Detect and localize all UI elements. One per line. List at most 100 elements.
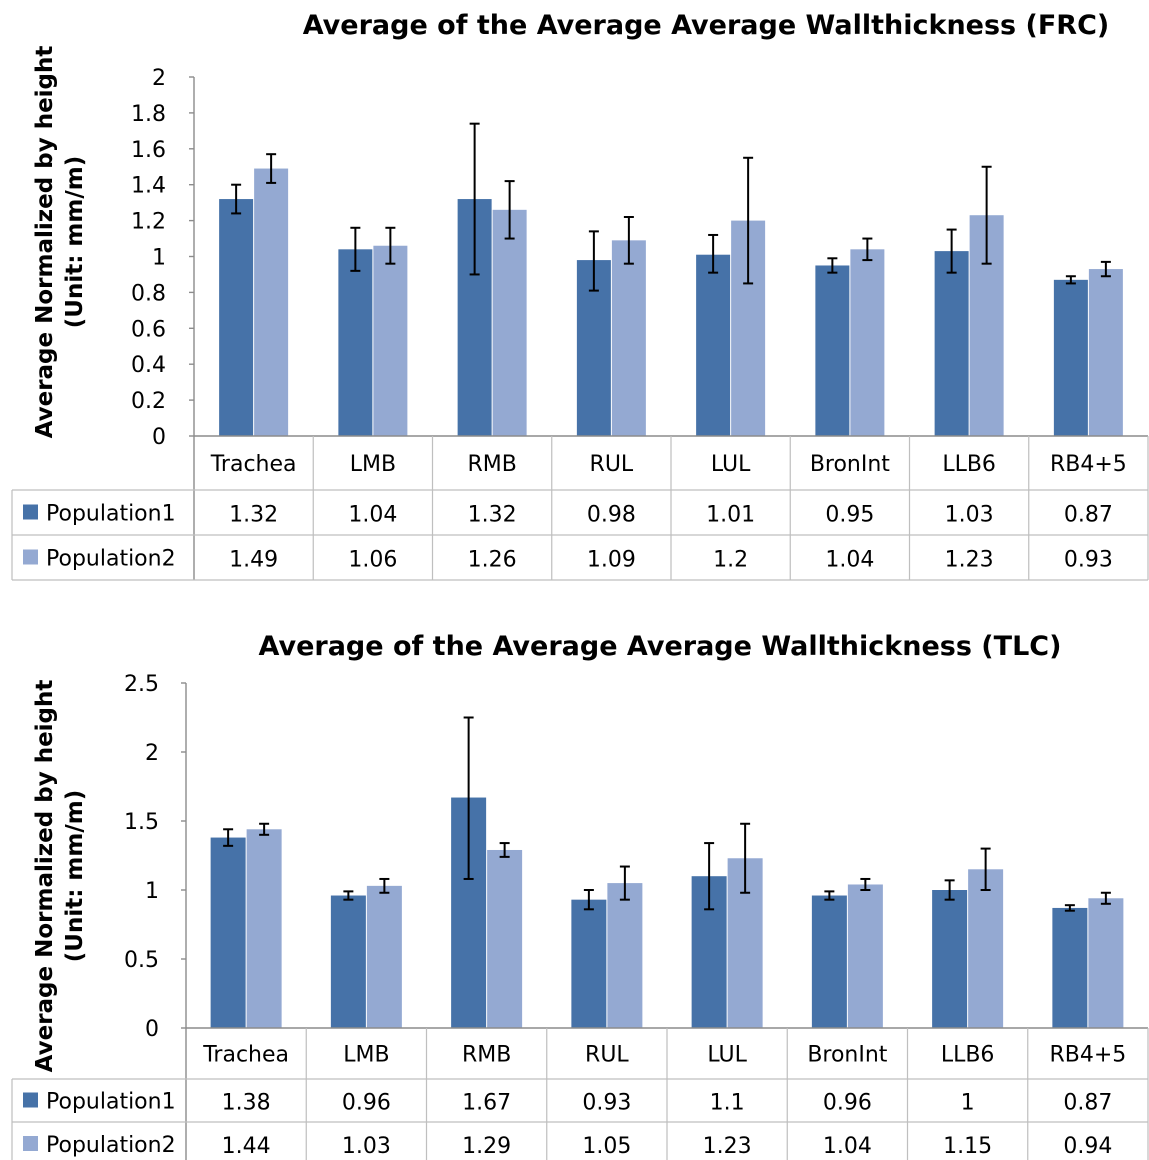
table-value: 1 bbox=[961, 1091, 975, 1116]
chart-title: Average of the Average Average Wallthick… bbox=[303, 10, 1110, 41]
y-tick-label: 1.4 bbox=[131, 174, 166, 199]
x-category-label: BronInt bbox=[807, 1043, 887, 1068]
table-value: 1.01 bbox=[706, 503, 755, 528]
y-axis-label-unit: (Unit: mm/m) bbox=[62, 790, 88, 962]
table-value: 1.32 bbox=[468, 503, 517, 528]
y-axis-label: Average Normalized by height bbox=[32, 680, 58, 1073]
bar-population1-trachea bbox=[219, 199, 254, 436]
legend-label: Population2 bbox=[46, 1133, 176, 1158]
x-category-label: RMB bbox=[462, 1043, 511, 1068]
bar-population1-lmb bbox=[330, 895, 366, 1028]
chart-title: Average of the Average Average Wallthick… bbox=[259, 631, 1062, 662]
x-category-label: BronInt bbox=[810, 452, 890, 477]
legend-swatch-population2 bbox=[23, 549, 38, 565]
x-category-label: RUL bbox=[590, 452, 634, 477]
legend-swatch-population1 bbox=[23, 504, 38, 520]
table-value: 0.95 bbox=[825, 503, 874, 528]
bar-population2-trachea bbox=[246, 829, 282, 1028]
x-category-label: LLB6 bbox=[941, 1043, 995, 1068]
legend-swatch-population2 bbox=[23, 1136, 38, 1151]
table-value: 1.1 bbox=[710, 1091, 745, 1116]
table-value: 0.96 bbox=[823, 1091, 872, 1116]
x-category-label: LLB6 bbox=[942, 452, 996, 477]
table-value: 0.87 bbox=[1064, 503, 1113, 528]
x-category-label: LMB bbox=[350, 452, 396, 477]
y-tick-label: 1 bbox=[152, 246, 166, 271]
table-value: 1.23 bbox=[945, 548, 994, 573]
table-value: 1.2 bbox=[713, 548, 748, 573]
bar-population2-rul bbox=[611, 240, 646, 436]
bar-population1-llb6 bbox=[934, 251, 969, 436]
table-value: 1.09 bbox=[587, 548, 636, 573]
bar-population1-bronint bbox=[815, 265, 850, 436]
bar-population2-rb45 bbox=[1088, 269, 1123, 436]
y-tick-label: 1.5 bbox=[124, 810, 159, 835]
y-tick-label: 1.8 bbox=[131, 102, 166, 127]
bar-population1-lmb bbox=[338, 249, 373, 436]
table-value: 1.32 bbox=[229, 503, 278, 528]
table-value: 0.93 bbox=[1064, 548, 1113, 573]
bar-population1-lul bbox=[696, 254, 731, 436]
table-value: 1.04 bbox=[823, 1134, 872, 1159]
y-tick-label: 1.6 bbox=[131, 138, 166, 163]
y-tick-label: 0.6 bbox=[131, 317, 166, 342]
bar-population2-rmb bbox=[492, 209, 527, 436]
table-value: 1.49 bbox=[229, 548, 278, 573]
table-value: 1.04 bbox=[825, 548, 874, 573]
legend-label: Population1 bbox=[46, 1090, 176, 1115]
table-value: 1.15 bbox=[943, 1134, 992, 1159]
table-value: 0.96 bbox=[342, 1091, 391, 1116]
x-category-label: Trachea bbox=[202, 1043, 289, 1068]
chart-tlc: Average of the Average Average Wallthick… bbox=[11, 631, 1149, 1160]
table-value: 0.98 bbox=[587, 503, 636, 528]
legend-swatch-population1 bbox=[23, 1092, 38, 1108]
x-category-label: RMB bbox=[467, 452, 516, 477]
table-value: 1.38 bbox=[222, 1091, 271, 1116]
bar-population2-rb45 bbox=[1088, 898, 1124, 1028]
bar-population1-llb6 bbox=[932, 890, 968, 1028]
bar-population2-lmb bbox=[373, 245, 408, 436]
table-value: 1.05 bbox=[582, 1134, 631, 1159]
x-category-label: LMB bbox=[343, 1043, 389, 1068]
y-axis-label: Average Normalized by height bbox=[32, 46, 58, 439]
bar-population2-llb6 bbox=[968, 869, 1004, 1028]
table-value: 1.23 bbox=[703, 1134, 752, 1159]
y-tick-label: 0.8 bbox=[131, 281, 166, 306]
bar-population2-lmb bbox=[366, 885, 402, 1028]
y-tick-label: 1 bbox=[145, 879, 159, 904]
table-value: 0.87 bbox=[1063, 1091, 1112, 1116]
x-category-label: RB4+5 bbox=[1050, 452, 1127, 477]
y-axis-label-unit: (Unit: mm/m) bbox=[62, 156, 88, 328]
table-value: 0.94 bbox=[1063, 1134, 1112, 1159]
y-tick-label: 1.2 bbox=[131, 210, 166, 235]
x-category-label: LUL bbox=[711, 452, 751, 477]
x-category-label: RB4+5 bbox=[1049, 1043, 1126, 1068]
bar-population1-rul bbox=[571, 899, 607, 1028]
y-tick-label: 0.5 bbox=[124, 948, 159, 973]
x-category-label: Trachea bbox=[210, 452, 297, 477]
bar-population2-bronint bbox=[847, 884, 883, 1028]
y-tick-label: 0.2 bbox=[131, 389, 166, 414]
y-tick-label: 0 bbox=[152, 425, 166, 450]
x-category-label: LUL bbox=[707, 1043, 747, 1068]
x-category-label: RUL bbox=[585, 1043, 629, 1068]
chart-frc: Average of the Average Average Wallthick… bbox=[11, 10, 1149, 581]
table-value: 1.67 bbox=[462, 1091, 511, 1116]
bar-population1-bronint bbox=[811, 895, 847, 1028]
table-value: 1.06 bbox=[348, 548, 397, 573]
legend-label: Population2 bbox=[46, 547, 176, 572]
y-tick-label: 2.5 bbox=[124, 672, 159, 697]
bar-population1-trachea bbox=[210, 837, 246, 1028]
y-tick-label: 2 bbox=[152, 66, 166, 91]
bar-population1-rb45 bbox=[1053, 279, 1088, 436]
bar-population1-rb45 bbox=[1052, 907, 1088, 1028]
table-value: 1.29 bbox=[462, 1134, 511, 1159]
bar-population2-bronint bbox=[850, 249, 885, 436]
table-value: 1.03 bbox=[945, 503, 994, 528]
table-value: 0.93 bbox=[582, 1091, 631, 1116]
y-tick-label: 0.4 bbox=[131, 353, 166, 378]
y-tick-label: 0 bbox=[145, 1017, 159, 1042]
legend-label: Population1 bbox=[46, 502, 176, 527]
table-value: 1.26 bbox=[468, 548, 517, 573]
